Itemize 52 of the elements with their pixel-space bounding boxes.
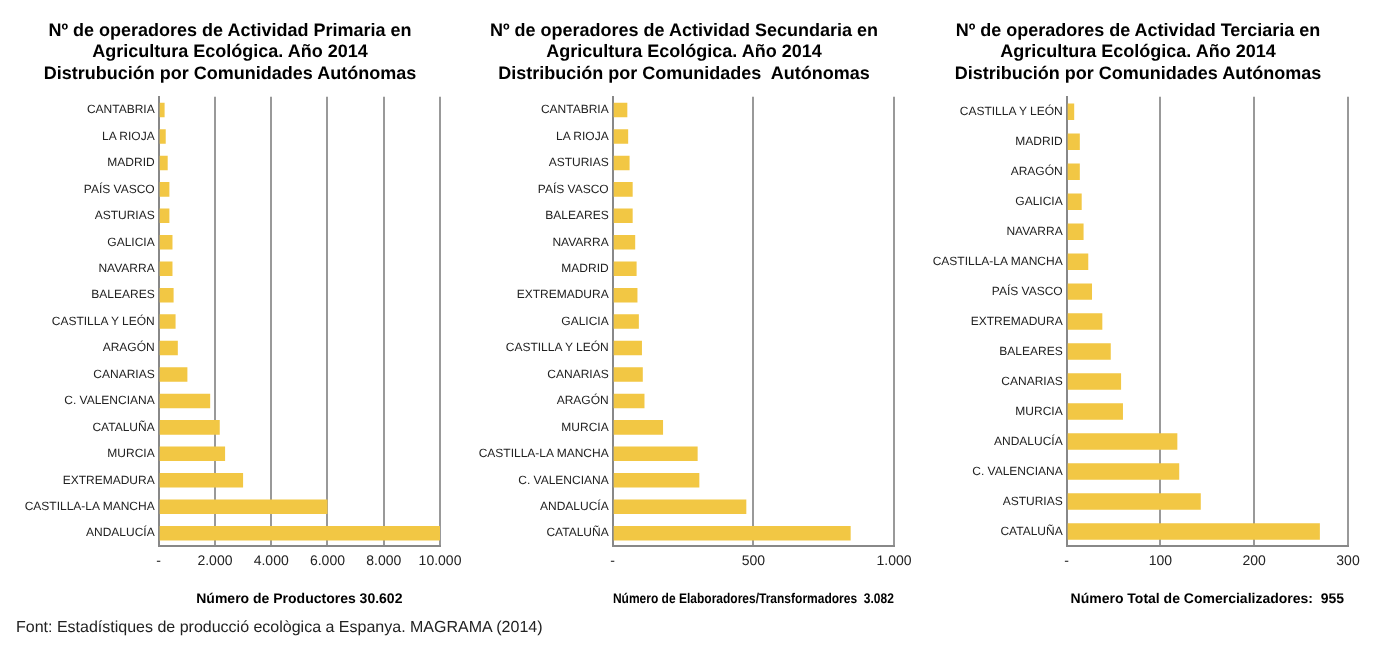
bar xyxy=(613,129,629,144)
bar xyxy=(613,155,630,171)
bar xyxy=(1067,253,1089,270)
bar xyxy=(1067,343,1111,360)
bar xyxy=(613,314,639,329)
chart-title: Nº de operadores de Actividad Primaria en Agricultura Ecológica. Año 2014 Distrubución por Comunidades Autónomas xyxy=(43,19,417,83)
bar xyxy=(159,446,226,462)
bar xyxy=(613,446,698,462)
bar xyxy=(1067,463,1180,480)
bar xyxy=(159,525,440,541)
bar xyxy=(159,340,178,356)
bar xyxy=(159,129,166,144)
bar xyxy=(1067,403,1123,420)
bar xyxy=(159,393,211,409)
bar xyxy=(159,234,173,250)
bar xyxy=(1067,313,1103,330)
bar xyxy=(613,234,636,250)
bar xyxy=(159,102,165,118)
bar xyxy=(159,314,176,329)
bar xyxy=(159,155,168,171)
bar xyxy=(613,420,664,435)
chart-title: Nº de operadores de Actividad Terciaria en Agricultura Ecológica. Año 2014 Distribución por Comunidades Autónomas xyxy=(954,19,1322,83)
bar xyxy=(159,499,328,514)
bar xyxy=(159,473,244,488)
bar xyxy=(1067,523,1320,540)
bar xyxy=(613,473,700,488)
bar xyxy=(613,525,851,541)
bar xyxy=(613,367,643,382)
bar xyxy=(159,287,174,303)
bar xyxy=(613,208,633,224)
bar xyxy=(613,499,747,514)
bar xyxy=(1067,163,1080,180)
bar xyxy=(613,102,628,118)
bar xyxy=(613,393,645,409)
bar xyxy=(1067,283,1093,300)
bar xyxy=(1067,103,1075,121)
bar xyxy=(613,340,642,356)
bar xyxy=(1067,223,1084,240)
chart-title: Nº de operadores de Actividad Secundaria en Agricultura Ecológica. Año 2014 Distribución por Comunidades Autónomas xyxy=(489,19,879,83)
bar xyxy=(1067,133,1080,150)
bar xyxy=(159,367,188,382)
text: Font: Estadístiques de producció ecològica a Espanya. MAGRAMA (2014) xyxy=(16,618,545,636)
bar xyxy=(613,287,638,303)
bar xyxy=(1067,493,1201,510)
bar xyxy=(159,261,173,276)
bar xyxy=(613,182,633,197)
bar xyxy=(1067,193,1082,210)
bar xyxy=(1067,373,1122,390)
bar xyxy=(613,261,637,276)
bar xyxy=(1067,433,1178,450)
bar xyxy=(159,420,220,435)
bar xyxy=(159,182,170,197)
